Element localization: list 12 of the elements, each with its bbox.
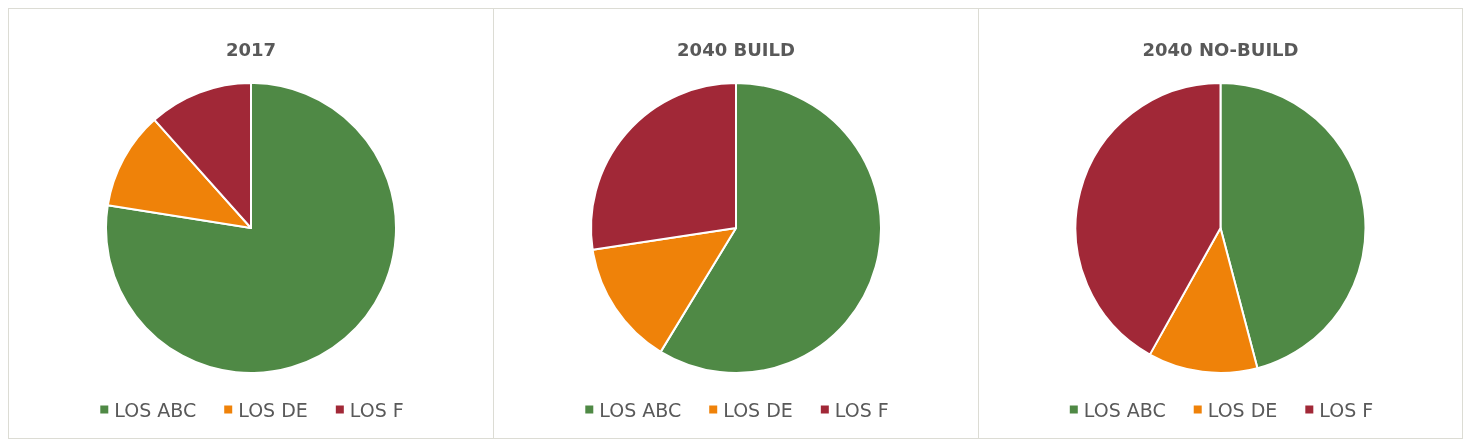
legend-label: LOS ABC: [599, 398, 682, 421]
legend-label: LOS F: [1319, 398, 1374, 421]
legend-label: LOS F: [349, 398, 404, 421]
legend-label: LOS DE: [723, 398, 793, 421]
chart-title: 2040 BUILD: [677, 38, 795, 60]
chart-title: 2017: [225, 38, 277, 60]
legend-label: LOS ABC: [114, 398, 197, 421]
legend-label: LOS DE: [238, 398, 308, 421]
legend-label: LOS DE: [1207, 398, 1278, 421]
chart-title: 2040 NO-BUILD: [1142, 38, 1299, 60]
legend-label: LOS F: [834, 398, 889, 421]
legend-label: LOS ABC: [1083, 398, 1166, 421]
